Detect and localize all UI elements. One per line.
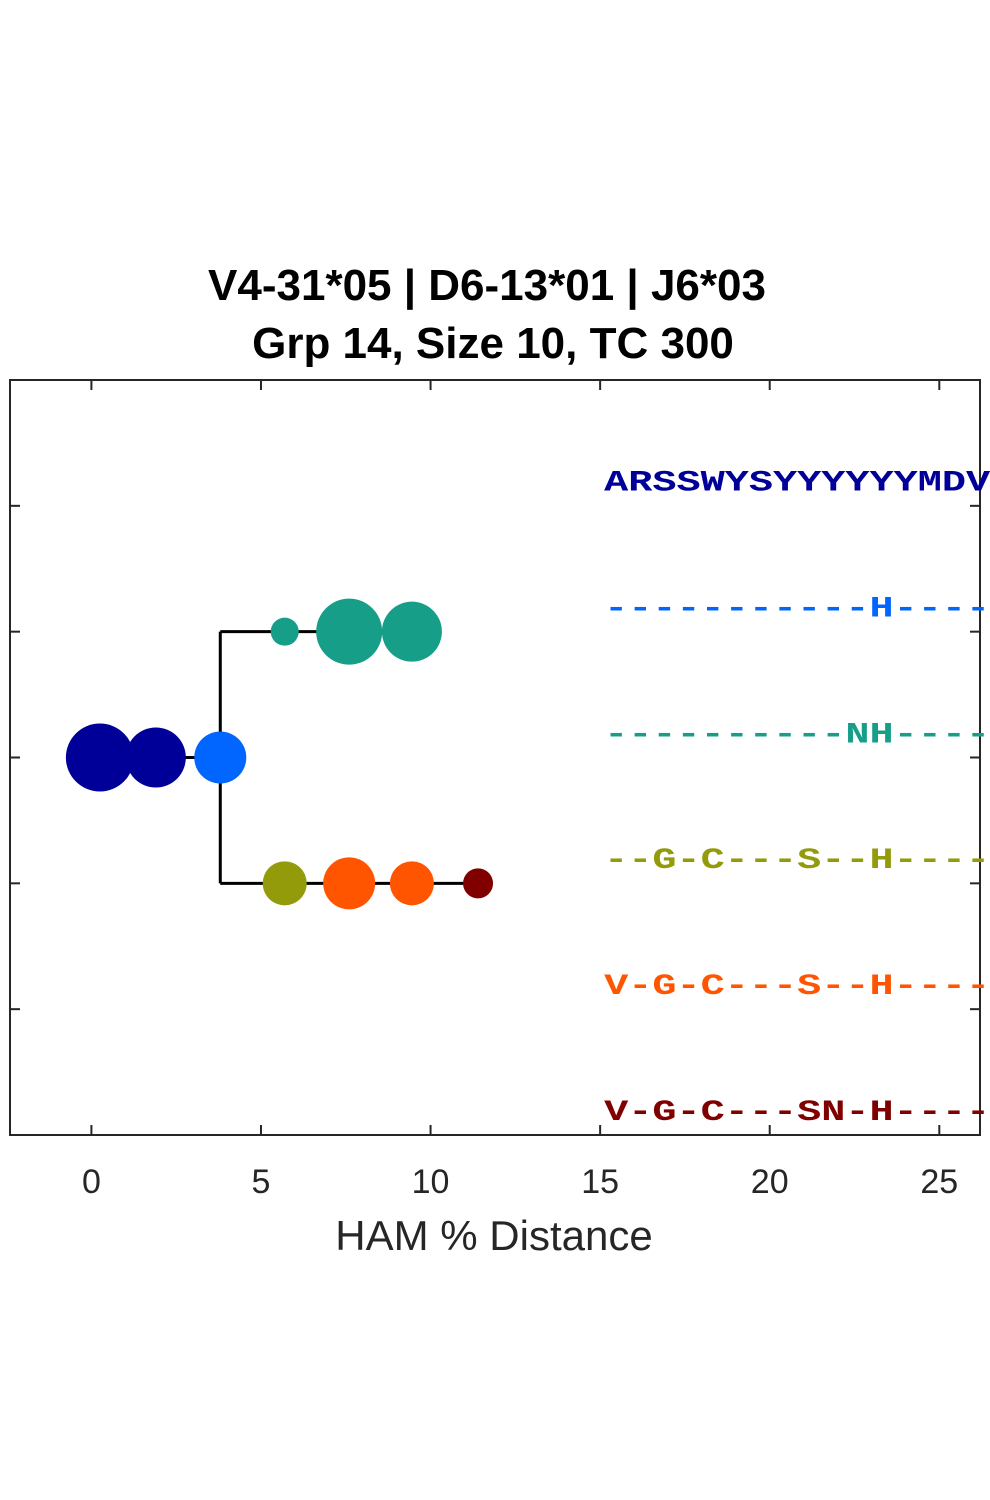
sequence-label-1: -----------H---- — [604, 593, 990, 627]
plot-area: 0 5 10 15 20 25 ARSSWYSYYYYYYMDV -----------H--… — [9, 379, 990, 1201]
x-tick-label-4: 20 — [751, 1163, 789, 1201]
tree-node-9 — [463, 868, 494, 899]
tree-node-0 — [65, 723, 134, 792]
tree-node-7 — [323, 857, 376, 910]
sequence-label-2: ----------NH---- — [604, 718, 990, 752]
tree-node-1 — [125, 727, 186, 788]
tree-node-5 — [381, 601, 442, 662]
tree-node-8 — [389, 861, 434, 906]
sequence-label-3: --G-C---S--H---- — [604, 844, 990, 878]
sequence-label-4: V-G-C---S--H---- — [604, 970, 990, 1004]
tree-node-3 — [270, 617, 299, 646]
x-tick-label-1: 5 — [252, 1163, 271, 1201]
tree-node-4 — [316, 598, 383, 665]
x-axis-label: HAM % Distance — [335, 1212, 652, 1259]
x-tick-label-0: 0 — [82, 1163, 101, 1201]
x-tick-label-2: 10 — [412, 1163, 450, 1201]
chart-title-line-2: Grp 14, Size 10, TC 300 — [252, 319, 734, 368]
tree-node-6 — [262, 861, 307, 906]
chart-title-line-1: V4-31*05 | D6-13*01 | J6*03 — [208, 261, 766, 311]
x-tick-label-3: 15 — [581, 1163, 619, 1201]
sequence-label-5: V-G-C---SN-H---- — [604, 1096, 990, 1130]
tree-node-2 — [194, 731, 247, 784]
sequence-label-0: ARSSWYSYYYYYYMDV — [604, 467, 990, 501]
x-tick-label-5: 25 — [920, 1163, 958, 1201]
